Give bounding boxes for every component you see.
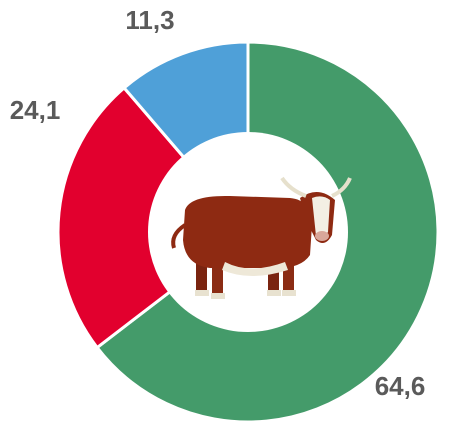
value-label: 64,6 (375, 371, 426, 401)
value-label: 24,1 (10, 95, 61, 125)
value-label: 11,3 (125, 5, 174, 35)
cow-icon (171, 176, 352, 299)
